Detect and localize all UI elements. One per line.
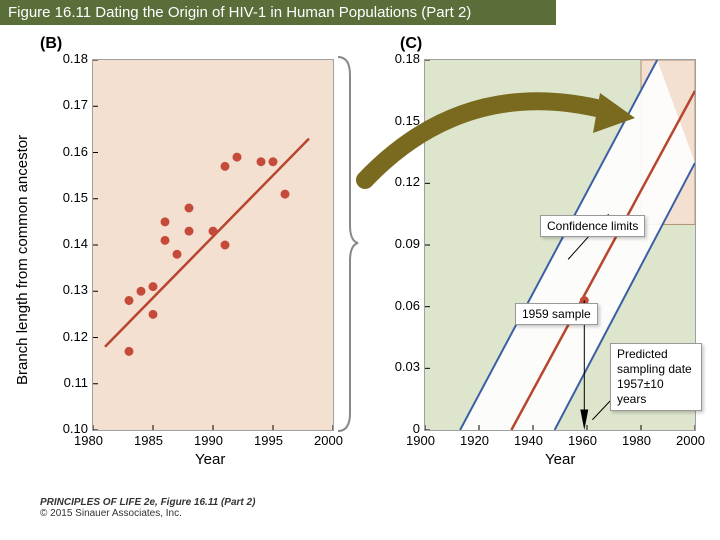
panel-b-plot: [92, 59, 334, 431]
ytick-label: 0.14: [52, 236, 88, 251]
xtick-label: 1990: [194, 433, 223, 448]
ytick-label: 0.17: [52, 97, 88, 112]
ytick-label: 0.13: [52, 282, 88, 297]
xtick-label: 1920: [460, 433, 489, 448]
figure-footer: PRINCIPLES OF LIFE 2e, Figure 16.11 (Par…: [40, 497, 255, 519]
ytick-label: 0.11: [52, 375, 88, 390]
footer-copyright: © 2015 Sinauer Associates, Inc.: [40, 508, 182, 519]
x-axis-label-c: Year: [545, 451, 575, 468]
xtick-label: 1980: [622, 433, 651, 448]
xtick-label: 2000: [314, 433, 343, 448]
figure-body: Branch length from common ancestor (B) Y…: [0, 25, 720, 525]
callout-1959-sample: 1959 sample: [515, 303, 598, 325]
xtick-label: 1985: [134, 433, 163, 448]
xtick-label: 2000: [676, 433, 705, 448]
xtick-label: 1980: [74, 433, 103, 448]
x-axis-label-b: Year: [195, 451, 225, 468]
xtick-label: 1940: [514, 433, 543, 448]
xtick-label: 1960: [568, 433, 597, 448]
ytick-label: 0.12: [52, 329, 88, 344]
callout-predicted-date: Predicted sampling date 1957±10 years: [610, 343, 702, 411]
panel-b: (B) Year 0.100.110.120.130.140.150.160.1…: [40, 35, 350, 475]
ytick-label: 0.15: [52, 190, 88, 205]
figure-title: Figure 16.11 Dating the Origin of HIV-1 …: [0, 0, 556, 25]
footer-src: PRINCIPLES OF LIFE 2e, Figure 16.11 (Par…: [40, 497, 255, 508]
ytick-label: 0.03: [384, 359, 420, 374]
arrow-icon: [355, 55, 655, 255]
ytick-label: 0.18: [52, 51, 88, 66]
ytick-label: 0.16: [52, 144, 88, 159]
xtick-label: 1995: [254, 433, 283, 448]
xtick-label: 1900: [406, 433, 435, 448]
ytick-label: 0.06: [384, 298, 420, 313]
y-axis-label: Branch length from common ancestor: [14, 135, 31, 385]
